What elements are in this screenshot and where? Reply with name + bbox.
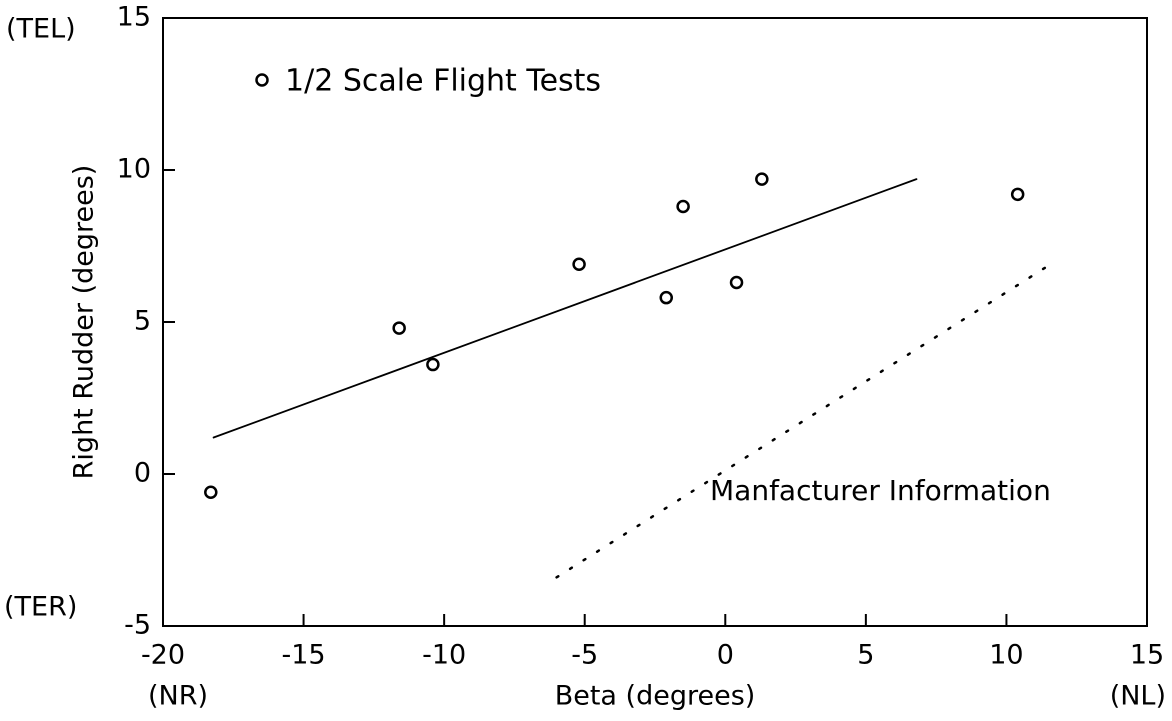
data-point xyxy=(676,199,690,214)
x-tick-label: 10 xyxy=(989,640,1023,671)
y-end-label: (TER) xyxy=(4,592,77,623)
y-end-label: (TEL) xyxy=(6,14,76,45)
y-tick-label: -5 xyxy=(124,610,151,641)
data-point xyxy=(392,321,406,335)
x-tick-label: -5 xyxy=(571,640,598,671)
data-point xyxy=(659,290,673,305)
plot-frame xyxy=(162,17,1148,627)
data-point xyxy=(729,275,744,290)
x-tick-label: -15 xyxy=(282,640,326,671)
x-end-label: (NR) xyxy=(148,681,208,712)
legend-label: 1/2 Scale Flight Tests xyxy=(285,64,601,99)
x-end-label: (NL) xyxy=(1110,681,1166,712)
y-tick-label: 0 xyxy=(134,458,151,489)
x-tick-label: 5 xyxy=(857,640,874,671)
data-point xyxy=(426,357,440,372)
y-tick-label: 10 xyxy=(117,154,151,185)
data-point xyxy=(755,172,769,186)
fit-line xyxy=(212,178,918,439)
y-tick-label: 5 xyxy=(134,306,151,337)
data-point xyxy=(1010,187,1025,202)
reference-line xyxy=(555,266,1048,579)
x-tick-label: 15 xyxy=(1130,640,1164,671)
x-tick-label: -10 xyxy=(422,640,466,671)
annotation: Manfacturer Information xyxy=(710,474,1051,507)
y-tick-label: 15 xyxy=(117,2,151,33)
x-axis-title: Beta (degrees) xyxy=(555,681,756,712)
data-point xyxy=(204,485,218,499)
x-tick-label: 0 xyxy=(717,640,734,671)
legend-marker xyxy=(255,73,269,87)
data-point xyxy=(572,257,586,271)
x-tick-label: -20 xyxy=(141,640,185,671)
y-axis-title: Right Rudder (degrees) xyxy=(69,165,100,480)
